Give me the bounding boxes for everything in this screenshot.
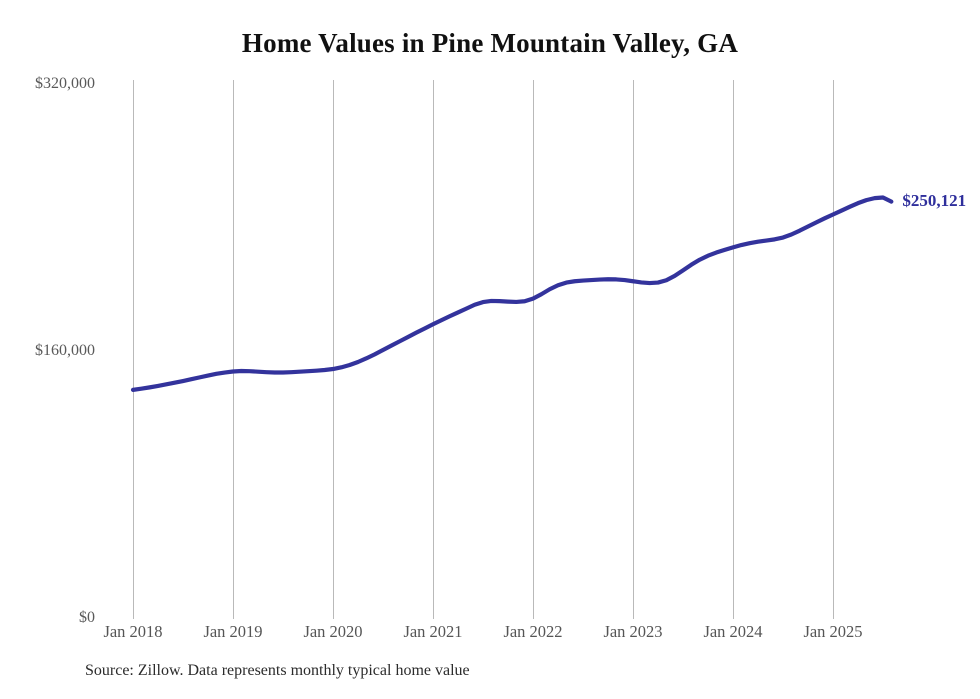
- x-axis-tick-label-jan-2023: Jan 2023: [603, 622, 663, 641]
- x-axis-tick-label-jan-2024: Jan 2024: [703, 622, 763, 641]
- x-axis-tick-label-jan-2022: Jan 2022: [503, 622, 563, 641]
- source-note: Source: Zillow. Data represents monthly …: [85, 662, 470, 679]
- end-value-annotation: $250,121: [902, 190, 967, 210]
- y-axis-tick-label-320000: $320,000: [35, 75, 95, 92]
- y-axis-tick-label-0: $0: [79, 609, 95, 626]
- series-group: [130, 195, 894, 392]
- x-axis-tick-label-jan-2019: Jan 2019: [203, 622, 263, 641]
- chart-title: Home Values in Pine Mountain Valley, GA: [241, 28, 739, 58]
- x-axis-tick-label-jan-2025: Jan 2025: [803, 622, 863, 641]
- x-axis-tick-label-jan-2021: Jan 2021: [403, 622, 463, 641]
- gridlines-group: [133, 80, 834, 619]
- x-axis-tick-label-jan-2020: Jan 2020: [303, 622, 363, 641]
- x-axis-tick-label-jan-2018: Jan 2018: [103, 622, 163, 641]
- y-axis-tick-label-160000: $160,000: [35, 342, 95, 359]
- data-line-0: [130, 195, 894, 392]
